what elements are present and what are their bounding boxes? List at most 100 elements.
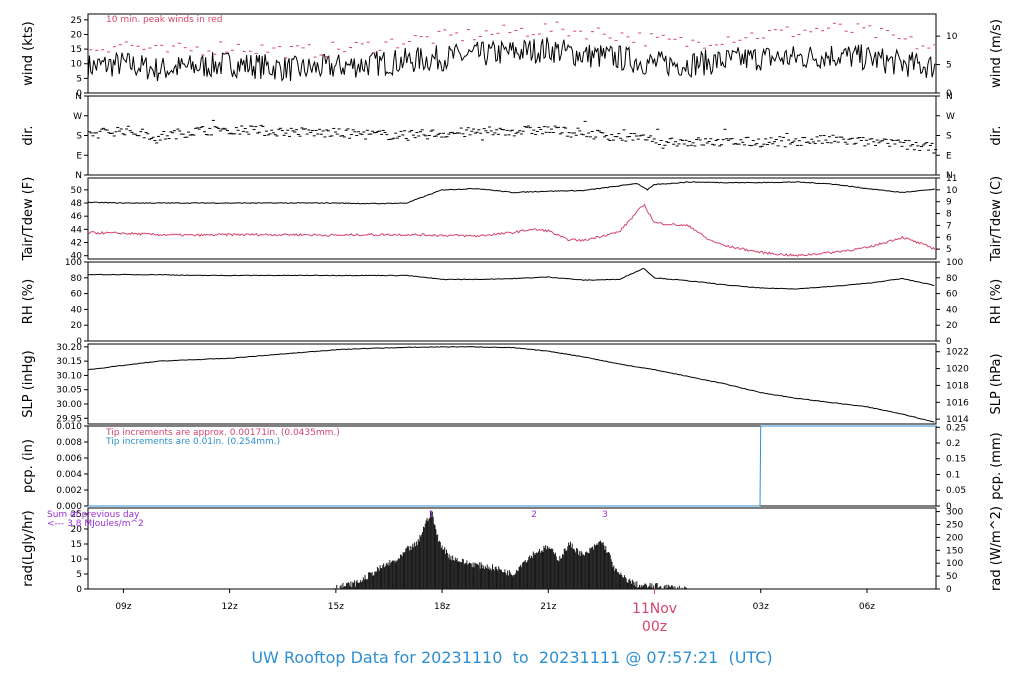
y-tick-label-right: 0.2	[946, 439, 960, 449]
panel-pcp: 0.000 0.002 0.004 0.006 0.008 0.010 0 0.05 0.1 0.…	[21, 422, 1004, 512]
panel-frame	[87, 13, 937, 94]
panel-frame	[87, 95, 937, 176]
y-tick-label-right: 1014	[946, 415, 969, 425]
y-tick-label: 20	[71, 321, 83, 331]
y-tick-label: 40	[71, 305, 83, 315]
y-tick-label: 30.15	[56, 357, 82, 367]
y-tick-label-right: 0.05	[946, 486, 966, 496]
y-tick-label-right: 100	[946, 559, 963, 569]
y-tick-label: 40	[71, 252, 83, 262]
y-tick-label-right: 40	[946, 305, 958, 315]
rad-note: Sum of previous day	[47, 510, 140, 520]
y-tick-label-right: 50	[946, 572, 958, 582]
y-tick-label: 0.004	[56, 470, 82, 480]
y-axis-label: wind (kts)	[21, 21, 36, 85]
y-tick-label-right: 1020	[946, 365, 969, 375]
y-tick-label: 0.008	[56, 438, 82, 448]
y-axis-label-right: SLP (hPa)	[989, 353, 1004, 414]
y-tick-label: 10	[71, 555, 83, 565]
rad-marker: 3	[602, 510, 608, 520]
y-axis-label: SLP (inHg)	[21, 350, 36, 418]
panel-frame	[87, 343, 937, 425]
y-tick-label-right: 250	[946, 521, 963, 531]
y-tick-label: W	[73, 112, 82, 122]
panel-slp: 29.95 30.00 30.05 30.10 30.15 30.20 1014 1016 10…	[21, 343, 1004, 425]
y-tick-label: 0	[76, 89, 82, 99]
x-tick-label: 06z	[859, 602, 875, 612]
y-tick-label-right: 7	[946, 221, 952, 231]
y-tick-label-right: 20	[946, 321, 958, 331]
y-tick-label-right: 0.15	[946, 455, 966, 465]
y-tick-label-right: 200	[946, 533, 963, 543]
y-tick-label-right: 5	[946, 245, 952, 255]
x-tick-label: 18z	[434, 602, 450, 612]
y-tick-label: 0	[76, 337, 82, 347]
panel-rad: 0510152025050100150200250300rad(Lgly/hr)…	[21, 506, 1004, 595]
y-tick-label: 50	[71, 186, 83, 196]
y-tick-label: 30.20	[56, 343, 82, 353]
y-axis-label-right: pcp. (mm)	[989, 432, 1004, 499]
x-tick-label: 15z	[328, 602, 344, 612]
y-tick-label: 29.95	[56, 414, 82, 424]
y-tick-label-right: W	[946, 112, 955, 122]
page-title: UW Rooftop Data for 20231110 to 20231111…	[251, 648, 773, 667]
panel-frame	[87, 261, 937, 342]
slp-line	[87, 346, 935, 423]
y-tick-label-right: 60	[946, 290, 958, 300]
y-tick-label-right: 0	[946, 89, 952, 99]
y-tick-label-right: 6	[946, 233, 952, 243]
y-tick-label: 25	[71, 510, 82, 520]
y-tick-label: 0.006	[56, 454, 82, 464]
y-tick-label-right: 8	[946, 210, 952, 220]
dewpoint-line	[87, 203, 936, 258]
y-tick-label-right: 9	[946, 198, 952, 208]
y-tick-label: 20	[71, 30, 83, 40]
rad-note: <--- 3.8 MJoules/m^2	[47, 519, 144, 529]
y-tick-label: 30.10	[56, 371, 82, 381]
y-axis-label: dir.	[21, 125, 36, 145]
y-tick-label: N	[75, 92, 82, 102]
y-tick-label: 44	[71, 225, 83, 235]
x-tick-label: 12z	[222, 602, 238, 612]
y-tick-label-right: 100	[946, 258, 963, 268]
y-tick-label: 5	[76, 570, 82, 580]
y-tick-label: 100	[65, 258, 82, 268]
y-tick-label: 20	[71, 525, 83, 535]
y-axis-label-right: rad (W/m^2)	[989, 506, 1004, 591]
panel-temp: 40 42 44 46 48 50 5 6 78 9 10 11 Tair/Tdew (F) Tair/T…	[21, 174, 1004, 262]
y-axis-label: Tair/Tdew (F)	[21, 177, 36, 262]
y-tick-label-right: N	[946, 92, 953, 102]
y-axis-label-right: Tair/Tdew (C)	[989, 176, 1004, 262]
y-tick-label: 48	[71, 199, 83, 209]
x-tick-label: 21z	[540, 602, 556, 612]
y-axis-label: rad(Lgly/hr)	[21, 510, 36, 586]
y-tick-label: E	[76, 151, 82, 161]
wind-annotation: 10 min. peak winds in red	[106, 15, 223, 25]
x-tick-label: 03z	[753, 602, 769, 612]
y-tick-label: 5	[76, 74, 82, 84]
pcp-line	[88, 425, 936, 507]
pcp-note: Tip increments are approx. 0.00171in. (0…	[105, 428, 340, 438]
y-tick-label: 42	[71, 239, 82, 249]
y-tick-label-right: S	[946, 132, 952, 142]
panel-frame	[87, 177, 937, 260]
y-axis-label-right: wind (m/s)	[989, 19, 1004, 88]
y-tick-label: 46	[71, 212, 83, 222]
y-tick-label-right: 80	[946, 274, 958, 284]
y-tick-label: 0.010	[56, 422, 82, 432]
y-tick-label-right: 1018	[946, 381, 969, 391]
y-tick-label: 0.000	[56, 502, 82, 512]
y-tick-label-right: 10	[946, 186, 958, 196]
y-tick-label: 60	[71, 290, 83, 300]
x-day-time: 00z	[642, 619, 667, 635]
y-tick-label-right: 11	[946, 174, 957, 184]
y-tick-label-right: 0.25	[946, 423, 966, 433]
y-tick-label-right: 300	[946, 508, 963, 518]
y-axis-label-right: RH (%)	[989, 279, 1004, 324]
x-tick-label: 09z	[115, 602, 131, 612]
y-tick-label: N	[75, 171, 82, 181]
rad-marker: 2	[531, 510, 537, 520]
y-tick-label-right: 1022	[946, 348, 969, 358]
y-tick-label: 15	[71, 540, 82, 550]
